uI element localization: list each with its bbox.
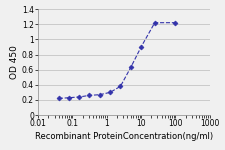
- X-axis label: Recombinant ProteinConcentration(ng/ml): Recombinant ProteinConcentration(ng/ml): [35, 132, 213, 141]
- Y-axis label: OD 450: OD 450: [10, 45, 19, 79]
